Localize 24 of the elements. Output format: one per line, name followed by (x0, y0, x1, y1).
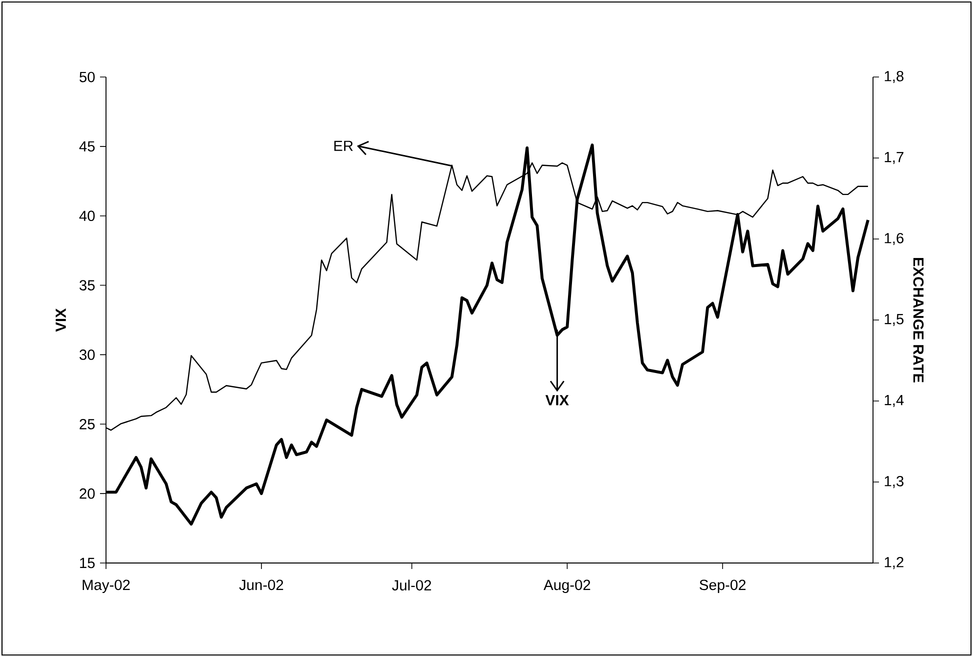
y2-axis-title: EXCHANGE RATE (913, 258, 924, 382)
y-tick-label: 30 (80, 350, 95, 360)
annotation: ER (334, 140, 353, 151)
x-tick-label: Sep-02 (700, 580, 746, 593)
y-tick-label: 25 (80, 418, 95, 430)
x-tick-label: Jul-02 (392, 580, 432, 590)
y2-tick-label: 1,5 (884, 314, 904, 326)
y-tick-label: 15 (80, 558, 95, 568)
x-tick-label: Aug-02 (544, 580, 590, 593)
y2-tick-label: 1,8 (884, 70, 904, 84)
y-tick-label: 50 (80, 72, 95, 82)
y-tick-label: 35 (80, 280, 95, 290)
x-tick-label: Jun-02 (239, 580, 284, 590)
y-axis-title: VIX (56, 308, 66, 332)
y-tick-label: 20 (80, 488, 95, 499)
x-tick-label: May-02 (82, 580, 130, 593)
y-tick-label: 40 (79, 210, 95, 222)
y2-tick-label: 1,2 (884, 556, 904, 570)
annotation: VIX (545, 395, 569, 406)
y2-tick-label: 1,6 (884, 232, 904, 246)
y2-tick-label: 1,3 (884, 476, 904, 488)
y2-tick-label: 1,4 (884, 395, 904, 407)
y2-tick-label: 1,7 (884, 152, 904, 164)
y-tick-label: 45 (79, 141, 95, 152)
